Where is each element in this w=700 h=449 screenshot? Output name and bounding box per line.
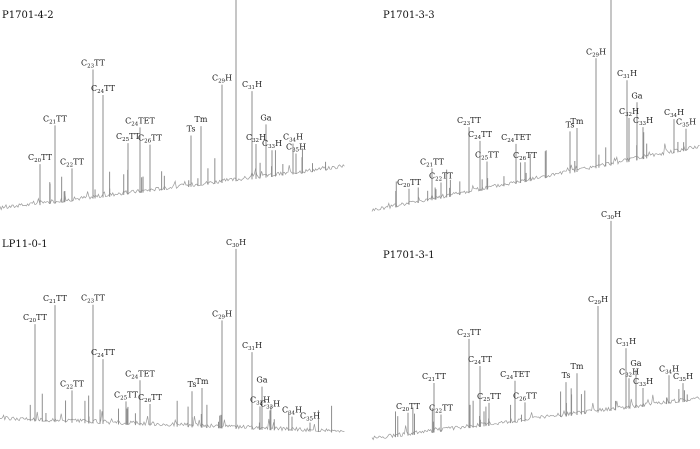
sample-label: P1701-3-1 bbox=[383, 250, 435, 261]
peak-label-c22tt: C22TT bbox=[60, 379, 85, 390]
baseline-trace bbox=[0, 164, 345, 211]
peak-label-c24tet: C24TET bbox=[500, 370, 530, 381]
peak-label-c35h: C35H bbox=[286, 142, 306, 153]
peak-label-c25tt: C25TT bbox=[114, 390, 139, 401]
peak-label-c21tt: C21TT bbox=[43, 294, 68, 305]
peak-label-tm: Tm bbox=[195, 115, 208, 124]
peak-label-c20tt: C20TT bbox=[396, 402, 421, 413]
sample-label: P1701-3-3 bbox=[383, 10, 435, 21]
peak-label-c24tet: C24TET bbox=[501, 133, 531, 144]
sample-label: LP11-0-1 bbox=[2, 239, 48, 250]
peak-label-c23tt: C23TT bbox=[81, 294, 106, 305]
peak-label-c26tt: C26TT bbox=[513, 151, 538, 162]
panel-p1701-3-1: P1701-3-1 C20TT C21TT C22TT C23TT C24TT C25TT… bbox=[371, 210, 700, 441]
peak-label-c35h: C35H bbox=[676, 118, 696, 129]
peak-label-c21tt: C21TT bbox=[43, 114, 68, 125]
peak-label-c34h: C34H bbox=[659, 364, 679, 375]
peak-label-c22tt: C22TT bbox=[429, 172, 454, 183]
peak-label-c22tt: C22TT bbox=[60, 157, 85, 168]
peak-label-c35h: C35H bbox=[300, 412, 320, 423]
peak-label-c26tt: C26TT bbox=[513, 391, 538, 402]
peak-label-c32h: C32H bbox=[246, 133, 266, 144]
peak-label-c34h: C34H bbox=[283, 133, 303, 144]
peak-label-c29h: C29H bbox=[212, 74, 232, 85]
baseline-trace bbox=[371, 143, 700, 212]
peak-label-c31h: C31H bbox=[242, 80, 262, 91]
peak-label-c30h: C30H bbox=[601, 210, 621, 221]
baseline-trace bbox=[371, 394, 700, 441]
peak-label-c24tet: C24TET bbox=[125, 369, 155, 380]
peak-label-c30h: C30H bbox=[226, 238, 246, 249]
peak-label-c33h: C33H bbox=[260, 399, 280, 410]
peak-label-ts: Ts bbox=[188, 380, 197, 389]
peak-label-c25tt: C25TT bbox=[477, 392, 502, 403]
peak-label-c31h: C31H bbox=[617, 69, 637, 80]
peak-label-c25tt: C25TT bbox=[116, 132, 141, 143]
peak-label-tm: Tm bbox=[571, 117, 584, 126]
peak-label-c26tt: C26TT bbox=[138, 134, 163, 145]
peak-label-c20tt: C20TT bbox=[397, 178, 422, 189]
peak-label-ts: Ts bbox=[566, 120, 575, 129]
peak-label-c23tt: C23TT bbox=[457, 328, 482, 339]
peak-label-c29h: C29H bbox=[212, 309, 232, 320]
panel-p1701-3-3: P1701-3-3 C20TT C21TT C22TT C23TT C24TT C25TT… bbox=[371, 0, 700, 212]
peak-label-c29h: C29H bbox=[588, 295, 608, 306]
peak-label-c34h: C34H bbox=[664, 108, 684, 119]
peak-label-c32h: C32H bbox=[250, 395, 270, 406]
peak-label-tm: Tm bbox=[571, 362, 584, 371]
peak-label-c24tt: C24TT bbox=[468, 355, 493, 366]
sample-label: P1701-4-2 bbox=[2, 10, 54, 21]
peak-label-c25tt: C25TT bbox=[475, 151, 500, 162]
peak-label-c24tt: C24TT bbox=[91, 348, 116, 359]
peak-label-c22tt: C22TT bbox=[429, 403, 454, 414]
peak-label-ts: Ts bbox=[562, 371, 571, 380]
peak-label-ga: Ga bbox=[256, 376, 267, 385]
peak-label-c26tt: C26TT bbox=[138, 393, 163, 404]
peak-label-c31h: C31H bbox=[616, 337, 636, 348]
panel-p1701-4-2: P1701-4-2 C20TT C21TT C22TT C23TT C24TT C25TT… bbox=[0, 0, 345, 211]
peak-label-c20tt: C20TT bbox=[28, 153, 53, 164]
peak-label-c23tt: C23TT bbox=[457, 116, 482, 127]
peak-label-c24tt: C24TT bbox=[91, 84, 116, 95]
peak-label-ga: Ga bbox=[630, 359, 641, 368]
peak-label-c23tt: C23TT bbox=[81, 59, 106, 70]
peak-label-c21tt: C21TT bbox=[422, 372, 447, 383]
peak-label-c24tt: C24TT bbox=[468, 130, 493, 141]
peak-label-c34h: C34H bbox=[282, 406, 302, 417]
peak-label-c32h: C32H bbox=[619, 107, 639, 118]
peak-label-c31h: C31H bbox=[242, 341, 262, 352]
peak-label-ga: Ga bbox=[260, 113, 271, 122]
peak-label-c35h: C35H bbox=[673, 372, 693, 383]
peak-label-c21tt: C21TT bbox=[420, 157, 445, 168]
panel-lp11-0-1: LP11-0-1 C20TTC21TTC22TTC23TTC24TTC25TTC… bbox=[0, 238, 345, 433]
baseline-trace bbox=[0, 411, 345, 433]
peak-label-c24tet: C24TET bbox=[125, 116, 155, 127]
peak-label-c20tt: C20TT bbox=[23, 313, 48, 324]
peak-label-c33h: C33H bbox=[262, 139, 282, 150]
peak-label-tm: Tm bbox=[196, 377, 209, 386]
peak-label-c33h: C33H bbox=[633, 116, 653, 127]
peak-label-c29h: C29H bbox=[586, 47, 606, 58]
peak-label-c33h: C33H bbox=[633, 377, 653, 388]
peak-label-c32h: C32H bbox=[619, 367, 639, 378]
peak-label-ga: Ga bbox=[631, 91, 642, 100]
peak-label-ts: Ts bbox=[187, 124, 196, 133]
